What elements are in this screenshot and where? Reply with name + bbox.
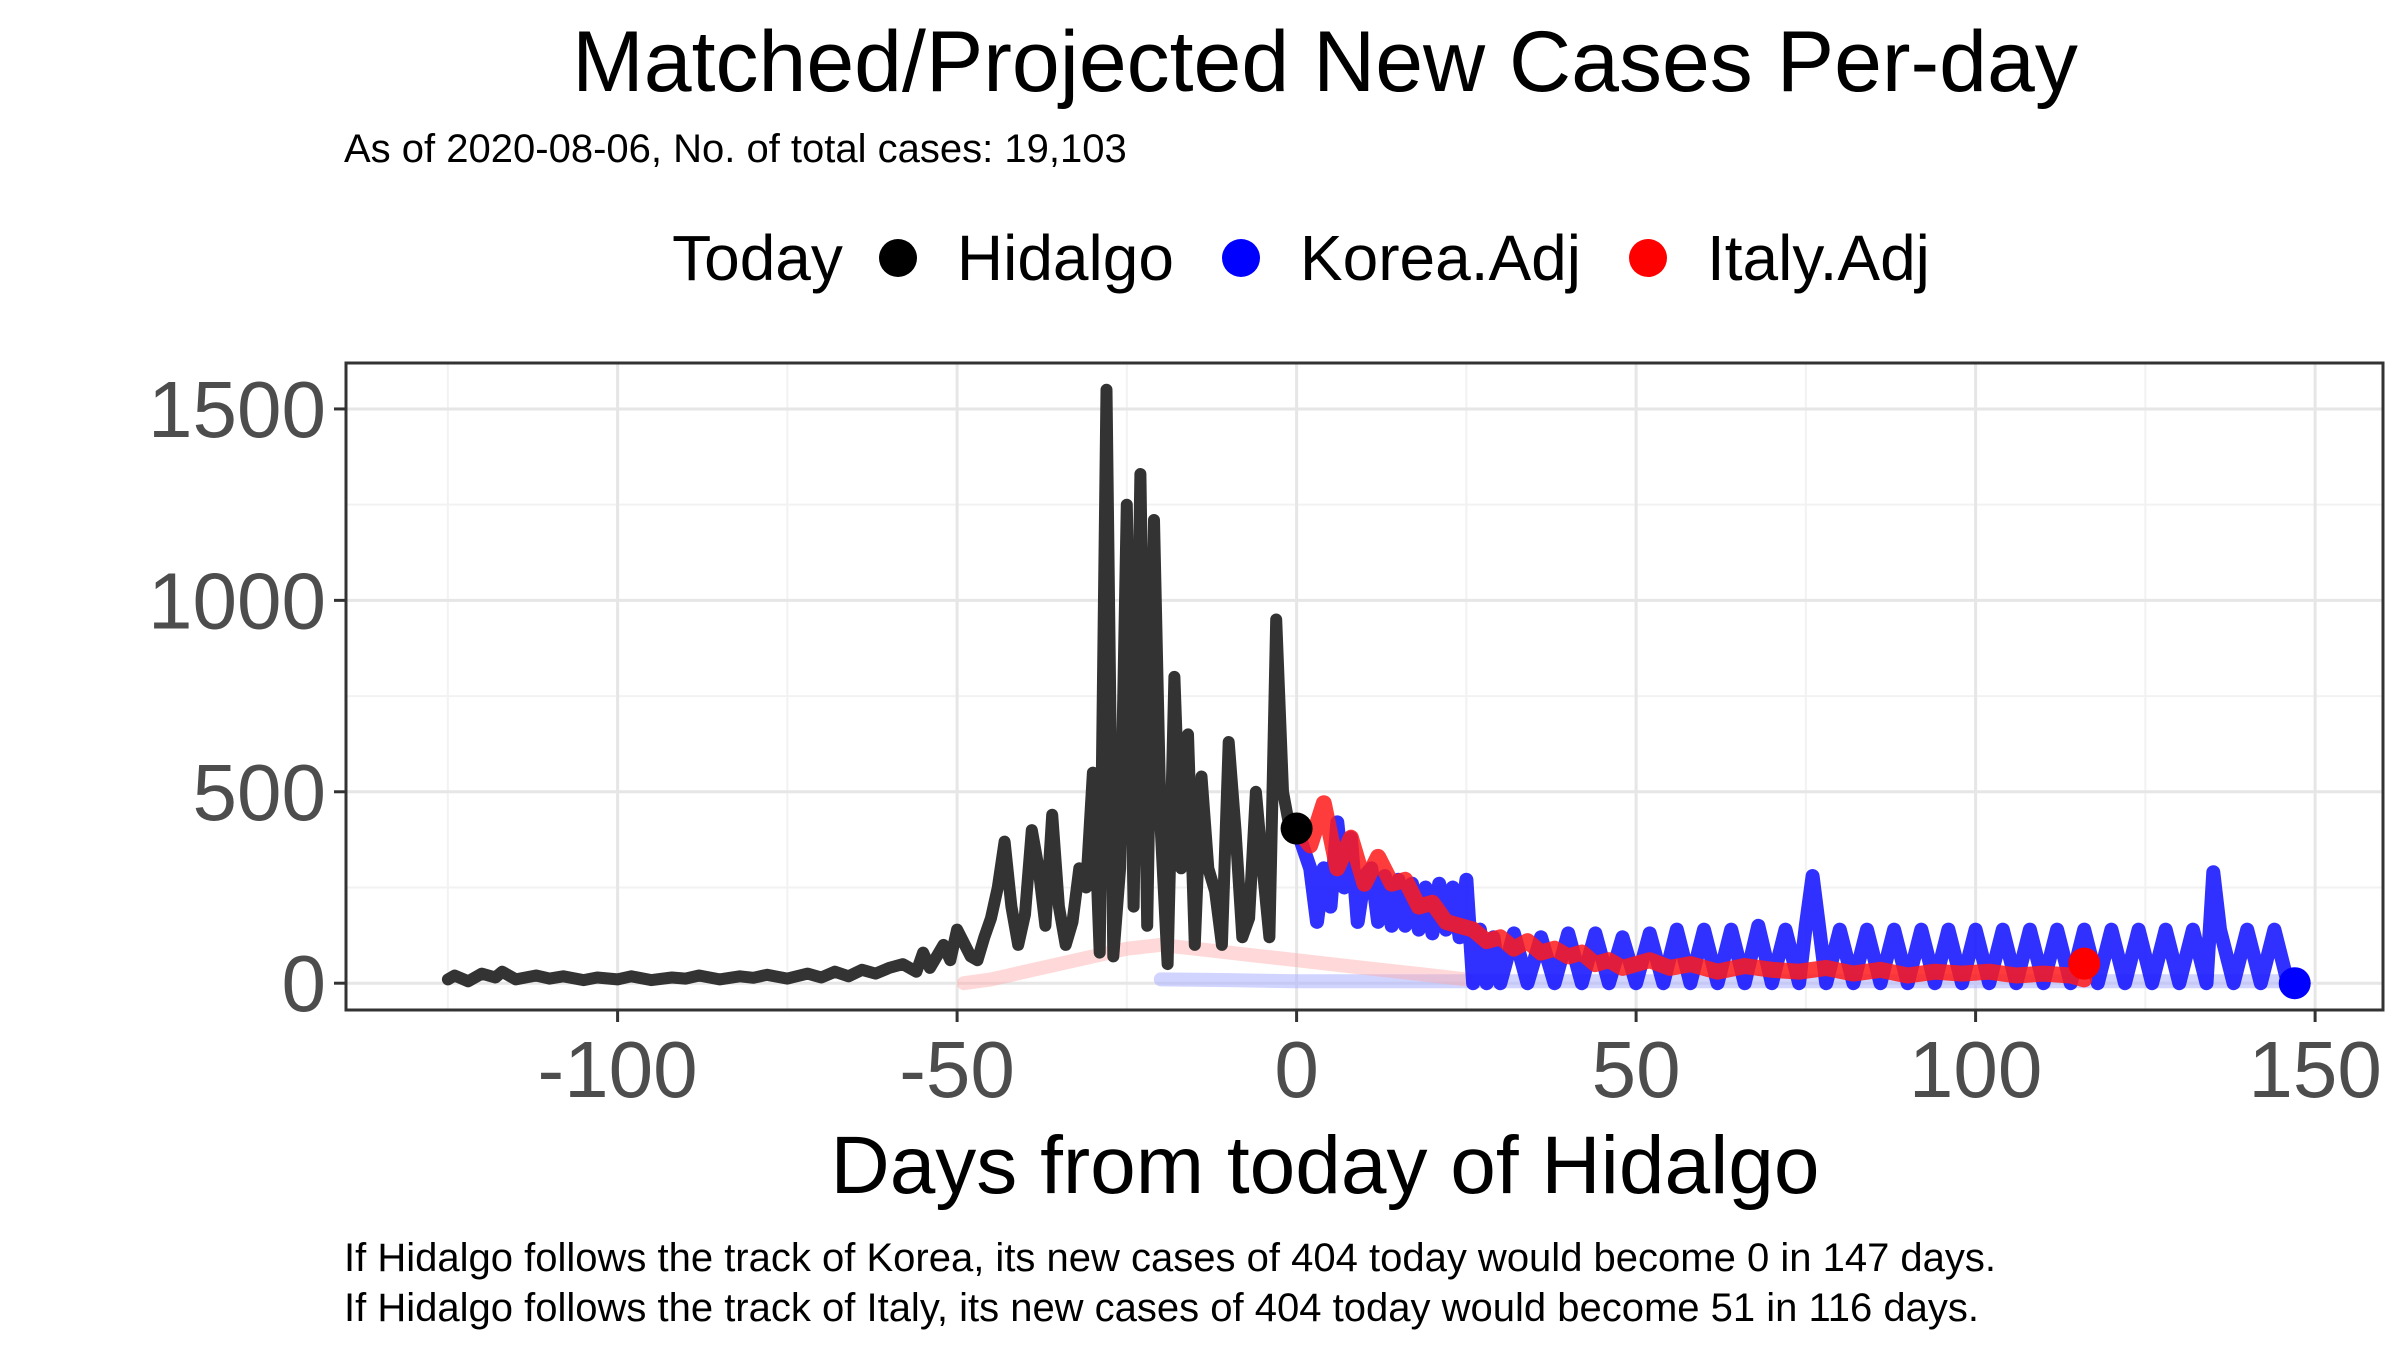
caption-italy: If Hidalgo follows the track of Italy, i… — [344, 1286, 1979, 1330]
x-tick-label: 0 — [1274, 1025, 1319, 1114]
series-line-korea-adj-matched — [1153, 972, 2302, 989]
today-point-korea-adj — [2278, 967, 2311, 1000]
today-point-hidalgo — [1280, 812, 1313, 845]
series-line-hidalgo — [441, 383, 1303, 988]
x-tick-label: -100 — [538, 1025, 698, 1114]
legend: Today Hidalgo Korea.Adj Italy.Adj — [0, 218, 2400, 298]
legend-dot-hidalgo — [878, 239, 917, 277]
series-line-italy-adj — [1288, 795, 2093, 988]
series-line-korea-adj — [1289, 815, 2302, 991]
legend-label-hidalgo: Hidalgo — [956, 222, 1174, 294]
legend-label-italy: Italy.Adj — [1706, 222, 1930, 294]
legend-item-italy: Italy.Adj — [1628, 221, 1930, 295]
legend-title: Today — [672, 222, 843, 294]
y-tick-label: 1500 — [148, 365, 326, 454]
x-tick-label: 100 — [1909, 1025, 2042, 1114]
y-tick-label: 1000 — [148, 556, 326, 645]
x-axis-label: Days from today of Hidalgo — [830, 1120, 1820, 1211]
today-point-italy-adj — [2068, 947, 2101, 980]
legend-item-korea: Korea.Adj — [1221, 221, 1581, 295]
x-tick-label: -50 — [899, 1025, 1015, 1114]
chart-subtitle: As of 2020-08-06, No. of total cases: 19… — [344, 127, 1127, 171]
series-line-italy-adj-matched — [956, 937, 1474, 991]
legend-dot-italy — [1628, 239, 1667, 277]
x-tick-label: 150 — [2248, 1025, 2381, 1114]
legend-dot-korea — [1221, 239, 1260, 277]
y-tick-label: 500 — [193, 748, 326, 837]
caption-korea: If Hidalgo follows the track of Korea, i… — [344, 1236, 1997, 1280]
chart-title: Matched/Projected New Cases Per-day — [572, 14, 2078, 110]
panel-border — [344, 361, 2385, 1012]
legend-label-korea: Korea.Adj — [1299, 222, 1581, 294]
y-tick-label: 0 — [282, 939, 327, 1028]
legend-item-hidalgo: Hidalgo — [878, 221, 1174, 295]
x-tick-label: 50 — [1592, 1025, 1681, 1114]
